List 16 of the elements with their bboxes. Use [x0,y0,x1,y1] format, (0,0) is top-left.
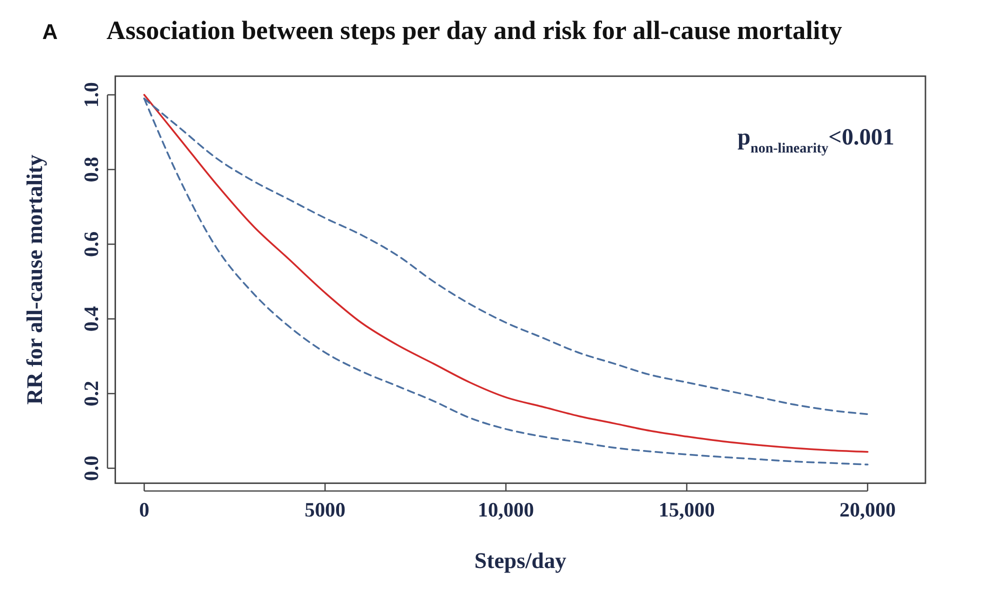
chart-title: Association between steps per day and risk for all-cause mortality [106,16,842,46]
x-tick-label: 20,000 [839,499,896,522]
y-tick-label: 1.0 [80,82,103,108]
y-tick-label: 0.4 [80,306,103,332]
x-tick-label: 5000 [304,499,346,522]
y-axis-title: RR for all-cause mortality [22,154,48,405]
y-tick-label: 0.2 [80,380,103,406]
x-tick-label: 10,000 [478,499,534,522]
y-tick-label: 0.6 [80,231,103,257]
text: A [42,20,58,44]
y-tick-label: 0.8 [80,156,103,182]
x-tick-label: 15,000 [658,499,715,522]
annotation: p$_{non-linearity}$<0.001 [738,124,894,156]
x-tick-label: 0 [139,499,150,522]
y-tick-label: 0.0 [80,455,103,482]
x-axis-title: Steps/day [474,548,566,573]
